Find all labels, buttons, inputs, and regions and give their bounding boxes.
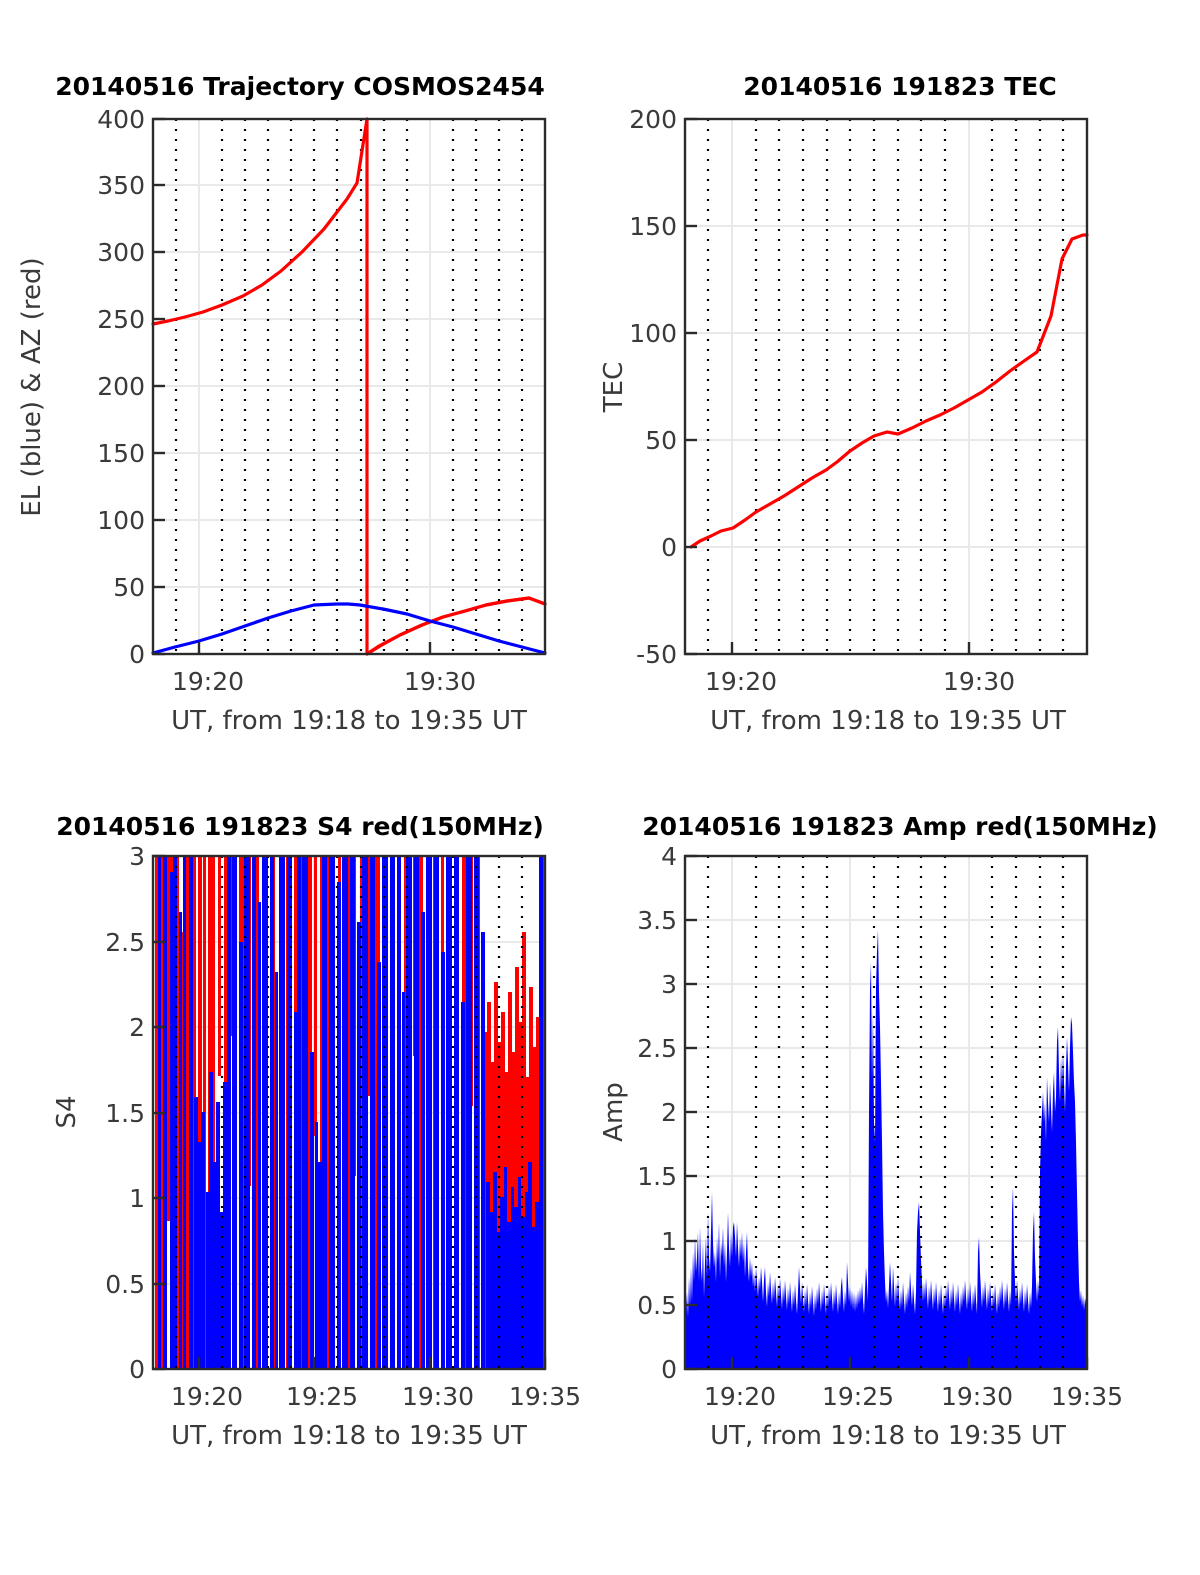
trajectory-ytick-100: 100 — [97, 506, 145, 535]
amp-xlabel: UT, from 19:18 to 19:35 UT — [710, 1421, 1066, 1451]
s4-plot: 3 2.5 2 1.5 1 0.5 0 19:20 19:25 19:30 19… — [52, 842, 581, 1451]
trajectory-y-ticks — [153, 117, 165, 656]
tec-xlabel: UT, from 19:18 to 19:35 UT — [710, 706, 1066, 736]
s4-y-ticks — [153, 854, 165, 1371]
amp-plot: 4 3.5 3 2.5 2 1.5 1 0.5 0 19:20 19:25 19… — [600, 842, 1123, 1451]
s4-series — [155, 856, 545, 1369]
s4-title: 20140516 191823 S4 red(150MHz) — [56, 812, 544, 841]
tec-xtick-1920: 19:20 — [705, 667, 777, 696]
panel-s4: 20140516 191823 S4 red(150MHz) — [0, 812, 600, 1512]
trajectory-title: 20140516 Trajectory COSMOS2454 — [55, 72, 545, 101]
amp-xtick-1935: 19:35 — [1051, 1382, 1123, 1411]
s4-ytick-0: 0 — [129, 1355, 145, 1384]
s4-ytick-1p5: 1.5 — [105, 1099, 145, 1128]
amp-ytick-2p5: 2.5 — [637, 1034, 677, 1063]
s4-xtick-1925: 19:25 — [286, 1382, 358, 1411]
s4-xlabel: UT, from 19:18 to 19:35 UT — [171, 1421, 527, 1451]
amp-grid-major — [685, 856, 1088, 1369]
trajectory-series-az — [151, 117, 547, 656]
trajectory-ytick-0: 0 — [129, 640, 145, 669]
s4-xtick-1930: 19:30 — [402, 1382, 474, 1411]
trajectory-grid — [153, 118, 545, 654]
trajectory-ytick-350: 350 — [97, 171, 145, 200]
tec-series — [689, 233, 1089, 549]
tec-xtick-1930: 19:30 — [943, 667, 1015, 696]
trajectory-plot: 400 350 300 250 200 150 100 50 0 19:20 1… — [17, 105, 547, 736]
s4-xtick-1935: 19:35 — [509, 1382, 581, 1411]
amp-x-ticks — [730, 1357, 1089, 1369]
tec-ylabel: TEC — [600, 362, 629, 413]
s4-ytick-3: 3 — [129, 842, 145, 871]
trajectory-xtick-1930: 19:30 — [404, 667, 476, 696]
tec-ytick-0: 0 — [661, 533, 677, 562]
trajectory-ytick-200: 200 — [97, 372, 145, 401]
amp-series — [686, 930, 1087, 1369]
amp-ylabel: Amp — [600, 1082, 629, 1142]
trajectory-ytick-150: 150 — [97, 439, 145, 468]
tec-plot: 200 150 100 50 0 -50 19:20 19:30 UT, fro… — [600, 105, 1089, 736]
tec-ytick-150: 150 — [629, 212, 677, 241]
trajectory-xtick-1920: 19:20 — [172, 667, 244, 696]
amp-ytick-0: 0 — [661, 1355, 677, 1384]
tec-x-ticks — [730, 642, 971, 654]
trajectory-xlabel: UT, from 19:18 to 19:35 UT — [171, 706, 527, 736]
panel-amp: 20140516 191823 Amp red(150MHz) — [600, 812, 1200, 1512]
tec-ytick-50: 50 — [645, 426, 677, 455]
amp-xtick-1925: 19:25 — [822, 1382, 894, 1411]
trajectory-x-ticks — [197, 642, 432, 654]
tec-ytick-neg50: -50 — [636, 640, 677, 669]
amp-ytick-0p5: 0.5 — [637, 1291, 677, 1320]
s4-xtick-1920: 19:20 — [171, 1382, 243, 1411]
tec-grid — [685, 118, 1087, 654]
amp-ytick-3: 3 — [661, 970, 677, 999]
s4-ytick-0p5: 0.5 — [105, 1270, 145, 1299]
amp-ytick-4: 4 — [661, 842, 677, 871]
trajectory-ytick-400: 400 — [97, 105, 145, 134]
amp-ytick-1: 1 — [661, 1227, 677, 1256]
s4-ytick-2: 2 — [129, 1013, 145, 1042]
amp-title: 20140516 191823 Amp red(150MHz) — [642, 812, 1158, 841]
amp-xtick-1920: 19:20 — [704, 1382, 776, 1411]
trajectory-ylabel: EL (blue) & AZ (red) — [17, 257, 47, 516]
tec-ytick-200: 200 — [629, 105, 677, 134]
amp-y-ticks — [685, 854, 697, 1371]
panel-trajectory: 20140516 Trajectory COSMOS2454 — [0, 72, 600, 752]
amp-xtick-1930: 19:30 — [941, 1382, 1013, 1411]
s4-ytick-1: 1 — [129, 1184, 145, 1213]
tec-title: 20140516 191823 TEC — [743, 72, 1057, 101]
s4-x-ticks — [197, 1357, 547, 1369]
trajectory-ytick-300: 300 — [97, 238, 145, 267]
trajectory-ytick-250: 250 — [97, 305, 145, 334]
amp-ytick-1p5: 1.5 — [637, 1162, 677, 1191]
s4-ylabel: S4 — [52, 1095, 82, 1128]
trajectory-ytick-50: 50 — [113, 573, 145, 602]
amp-ytick-2: 2 — [661, 1098, 677, 1127]
panel-tec: 20140516 191823 TEC — [600, 72, 1200, 752]
s4-series-blue — [158, 856, 545, 1369]
trajectory-series-el — [151, 602, 547, 655]
s4-ytick-2p5: 2.5 — [105, 928, 145, 957]
tec-y-ticks — [685, 117, 697, 656]
tec-ytick-100: 100 — [629, 319, 677, 348]
amp-ytick-3p5: 3.5 — [637, 906, 677, 935]
